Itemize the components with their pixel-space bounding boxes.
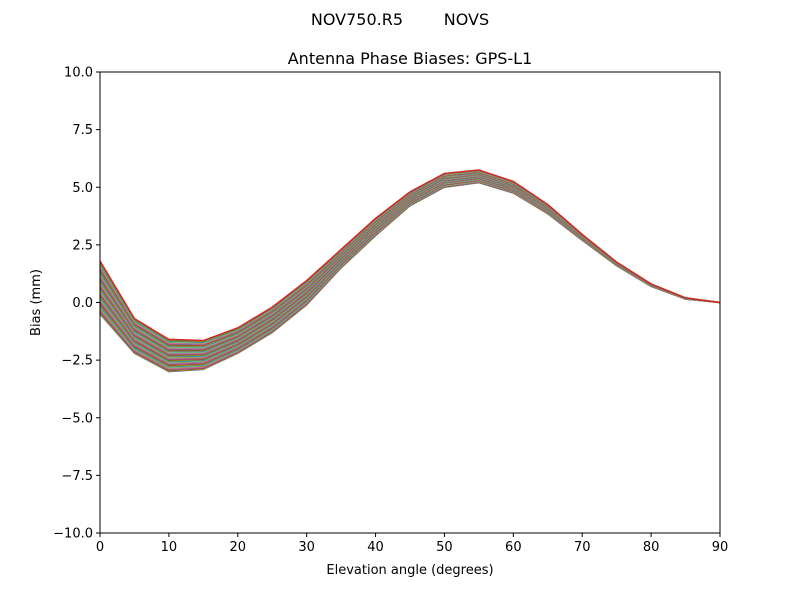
x-tick-label: 90 (712, 540, 729, 555)
chart-title: Antenna Phase Biases: GPS-L1 (288, 49, 533, 68)
y-tick-label: −10.0 (53, 527, 93, 542)
y-tick-label: 10.0 (64, 66, 93, 81)
x-tick-label: 0 (96, 540, 104, 555)
x-tick-label: 50 (436, 540, 453, 555)
x-tick-label: 20 (230, 540, 247, 555)
series-line-interp (99, 179, 721, 367)
y-tick-label: −2.5 (61, 354, 93, 369)
series-line (99, 180, 721, 368)
y-tick-label: 0.0 (72, 296, 93, 311)
y-tick-label: 7.5 (72, 123, 93, 138)
y-axis: −10.0 −7.5 −5.0 −2.5 0.0 2.5 5.0 7.5 10.0 (53, 66, 100, 542)
series-lines (99, 169, 721, 373)
figure-suptitle: NOV750.R5 NOVS (310, 10, 490, 29)
y-tick-label: −5.0 (61, 411, 93, 426)
x-tick-label: 70 (574, 540, 591, 555)
x-tick-label: 10 (161, 540, 178, 555)
y-tick-label: 5.0 (72, 181, 93, 196)
x-tick-label: 80 (643, 540, 660, 555)
x-axis: 0 10 20 30 40 50 60 70 80 90 (96, 533, 728, 555)
series-line-interp (99, 179, 721, 367)
plot-frame (99, 71, 721, 534)
series-line-interp (99, 179, 721, 366)
x-tick-label: 40 (367, 540, 384, 555)
series-line (99, 169, 721, 342)
y-axis-label: Bias (mm) (29, 269, 44, 336)
x-tick-label: 60 (505, 540, 522, 555)
series-line-interp (99, 179, 721, 368)
y-tick-label: 2.5 (72, 238, 93, 253)
x-axis-label: Elevation angle (degrees) (326, 563, 493, 578)
y-tick-label: −7.5 (61, 469, 93, 484)
x-tick-label: 30 (298, 540, 315, 555)
